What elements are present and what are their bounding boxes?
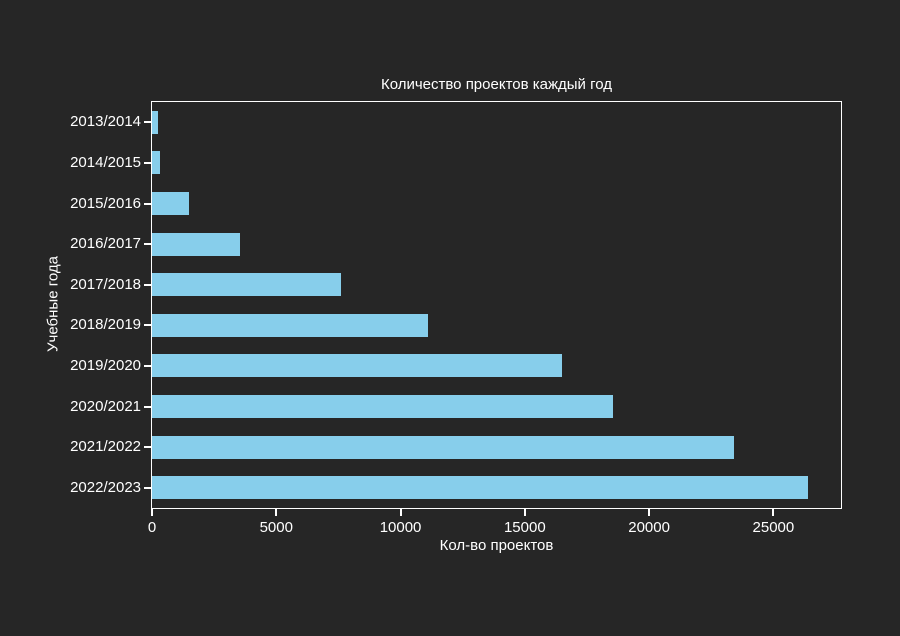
bar bbox=[152, 476, 809, 500]
x-tick-label: 15000 bbox=[503, 519, 546, 536]
y-tick-label: 2022/2023 bbox=[70, 478, 141, 496]
y-tick-mark bbox=[144, 446, 151, 449]
y-tick-label: 2020/2021 bbox=[70, 397, 141, 415]
x-tick-mark bbox=[772, 509, 775, 516]
y-tick-mark bbox=[144, 202, 151, 205]
y-tick-mark bbox=[144, 486, 151, 489]
y-tick-mark bbox=[144, 161, 151, 164]
bar bbox=[152, 435, 734, 459]
y-tick-label: 2021/2022 bbox=[70, 438, 141, 456]
x-tick-mark bbox=[523, 509, 526, 516]
x-tick-label: 25000 bbox=[752, 519, 795, 536]
y-tick-label: 2015/2016 bbox=[70, 194, 141, 212]
x-tick-label: 0 bbox=[147, 519, 157, 536]
x-tick-mark bbox=[151, 509, 153, 516]
y-tick-mark bbox=[144, 121, 151, 124]
y-tick-label: 2019/2020 bbox=[70, 356, 141, 374]
y-axis-label: Учебные года bbox=[44, 256, 62, 352]
bar bbox=[152, 232, 241, 256]
bar bbox=[152, 394, 614, 419]
x-tick-label: 5000 bbox=[259, 519, 293, 536]
y-tick-label: 2016/2017 bbox=[70, 235, 141, 253]
bar bbox=[152, 191, 190, 216]
bar bbox=[152, 151, 160, 175]
chart-title: Количество проектов каждый год bbox=[380, 76, 613, 93]
x-tick-mark bbox=[648, 509, 651, 516]
bar bbox=[152, 110, 158, 134]
y-tick-mark bbox=[144, 405, 151, 408]
y-tick-label: 2017/2018 bbox=[70, 275, 141, 293]
bar bbox=[152, 313, 428, 337]
y-tick-mark bbox=[144, 364, 151, 367]
bar bbox=[152, 273, 341, 297]
plot-area bbox=[151, 101, 842, 509]
bar bbox=[152, 354, 563, 378]
x-tick-label: 20000 bbox=[628, 519, 670, 536]
x-tick-mark bbox=[275, 509, 278, 516]
x-tick-label: 10000 bbox=[379, 519, 422, 536]
x-tick-mark bbox=[399, 509, 402, 516]
y-tick-mark bbox=[144, 324, 151, 327]
y-tick-mark bbox=[144, 283, 151, 286]
x-axis-label: Кол-во проектов bbox=[439, 537, 554, 554]
y-tick-label: 2014/2015 bbox=[70, 153, 141, 171]
y-tick-label: 2018/2019 bbox=[70, 316, 141, 334]
y-tick-mark bbox=[144, 243, 151, 246]
y-tick-label: 2013/2014 bbox=[70, 113, 141, 131]
